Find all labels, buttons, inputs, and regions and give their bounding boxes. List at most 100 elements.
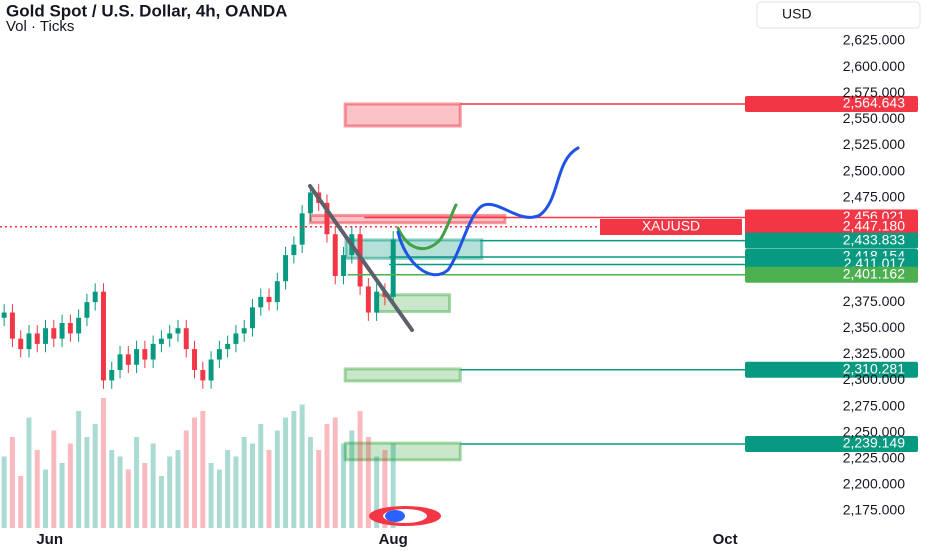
candle-body xyxy=(158,338,164,344)
volume-bar xyxy=(158,476,164,528)
y-tick-label: 2,325.000 xyxy=(843,345,905,361)
candle-body xyxy=(332,234,338,276)
candle-body xyxy=(76,317,82,334)
volume-bar xyxy=(274,430,280,528)
volume-bar xyxy=(208,463,214,528)
currency-label[interactable]: USD xyxy=(782,6,812,22)
candle-body xyxy=(233,333,239,344)
candle-body xyxy=(142,349,148,360)
y-tick-label: 2,175.000 xyxy=(843,502,905,518)
volume-bar xyxy=(283,417,289,528)
volume-bar xyxy=(150,443,156,528)
volume-bar xyxy=(192,417,198,528)
volume-bar xyxy=(175,450,181,528)
symbol-tag xyxy=(600,219,742,235)
volume-bar xyxy=(341,443,347,528)
y-tick-label: 2,600.000 xyxy=(843,58,905,74)
candle-body xyxy=(374,291,380,313)
price-label-box xyxy=(745,361,918,378)
volume-bar xyxy=(357,411,363,528)
volume-bar xyxy=(125,469,131,528)
x-tick-label: Oct xyxy=(713,531,738,548)
y-tick-label: 2,350.000 xyxy=(843,319,905,335)
candle-body xyxy=(26,333,32,350)
flag-icon xyxy=(369,506,441,526)
volume-bar xyxy=(390,443,396,528)
volume-bar xyxy=(225,450,231,528)
zone xyxy=(344,238,484,260)
zone xyxy=(343,102,462,128)
y-tick-label: 2,300.000 xyxy=(843,371,905,387)
volume-bar xyxy=(59,463,65,528)
candle-body xyxy=(307,192,313,214)
candle-body xyxy=(92,291,98,303)
candle-body xyxy=(51,328,57,339)
candle-body xyxy=(84,302,90,318)
y-tick-label: 2,375.000 xyxy=(843,293,905,309)
volume-bar xyxy=(241,437,247,528)
volume-bar xyxy=(9,437,15,528)
price-label-box xyxy=(745,266,918,283)
candle-body xyxy=(125,354,131,365)
candle-body xyxy=(299,213,305,245)
y-tick-label: 2,500.000 xyxy=(843,162,905,178)
candle-body xyxy=(249,307,255,329)
volume-bar xyxy=(374,456,380,528)
candle-body xyxy=(43,328,49,344)
volume-bar xyxy=(142,463,148,528)
volume-bar xyxy=(316,450,322,528)
candle-body xyxy=(283,255,289,282)
y-tick-label: 2,525.000 xyxy=(843,136,905,152)
volume-bar xyxy=(291,411,297,528)
currency-button[interactable] xyxy=(756,1,921,29)
price-label: 2,239.149 xyxy=(843,435,905,451)
price-label: 2,447.180 xyxy=(843,217,905,233)
candle-body xyxy=(341,255,347,276)
volume-bar xyxy=(92,424,98,528)
candle-body xyxy=(324,202,330,235)
candle-body xyxy=(67,323,73,334)
volume-bar xyxy=(1,456,7,528)
candle-body xyxy=(390,239,396,297)
volume-bar xyxy=(307,437,313,528)
volume-bar xyxy=(299,404,305,528)
price-label: 2,310.281 xyxy=(843,360,905,376)
volume-bar xyxy=(183,430,189,528)
y-tick-label: 2,625.000 xyxy=(843,32,905,48)
chart-title: Gold Spot / U.S. Dollar, 4h, OANDA xyxy=(6,1,287,20)
price-label: 2,564.643 xyxy=(843,95,905,111)
candle-body xyxy=(241,328,247,334)
volume-bar xyxy=(324,424,330,528)
zone xyxy=(343,367,462,383)
volume-bar xyxy=(51,430,57,528)
candle-body xyxy=(150,343,156,360)
volume-bar xyxy=(100,398,106,528)
volume-bar xyxy=(43,469,49,528)
drawn-green-path xyxy=(396,203,458,251)
y-tick-label: 2,575.000 xyxy=(843,84,905,100)
y-tick-label: 2,275.000 xyxy=(843,397,905,413)
x-tick-label: Jun xyxy=(36,531,63,548)
volume-bar xyxy=(76,411,82,528)
volume-bar xyxy=(266,450,272,528)
candle-body xyxy=(258,296,264,308)
volume-bar xyxy=(26,417,32,528)
candle-body xyxy=(117,354,123,370)
candle-body xyxy=(18,338,24,350)
candle-body xyxy=(9,312,15,339)
volume-bar xyxy=(200,411,206,528)
y-tick-label: 2,250.000 xyxy=(843,423,905,439)
candle-body xyxy=(365,286,371,313)
symbol-tag-label: XAUUSD xyxy=(642,218,700,234)
candle-body xyxy=(109,370,115,381)
indicator-label: Vol · Ticks xyxy=(6,18,74,35)
candle-body xyxy=(1,312,7,318)
y-tick-label: 2,550.000 xyxy=(843,110,905,126)
volume-bar xyxy=(332,417,338,528)
volume-bar xyxy=(249,443,255,528)
volume-bar xyxy=(34,450,40,528)
volume-bar xyxy=(365,437,371,528)
y-tick-label: 2,200.000 xyxy=(843,476,905,492)
candle-body xyxy=(134,349,140,365)
